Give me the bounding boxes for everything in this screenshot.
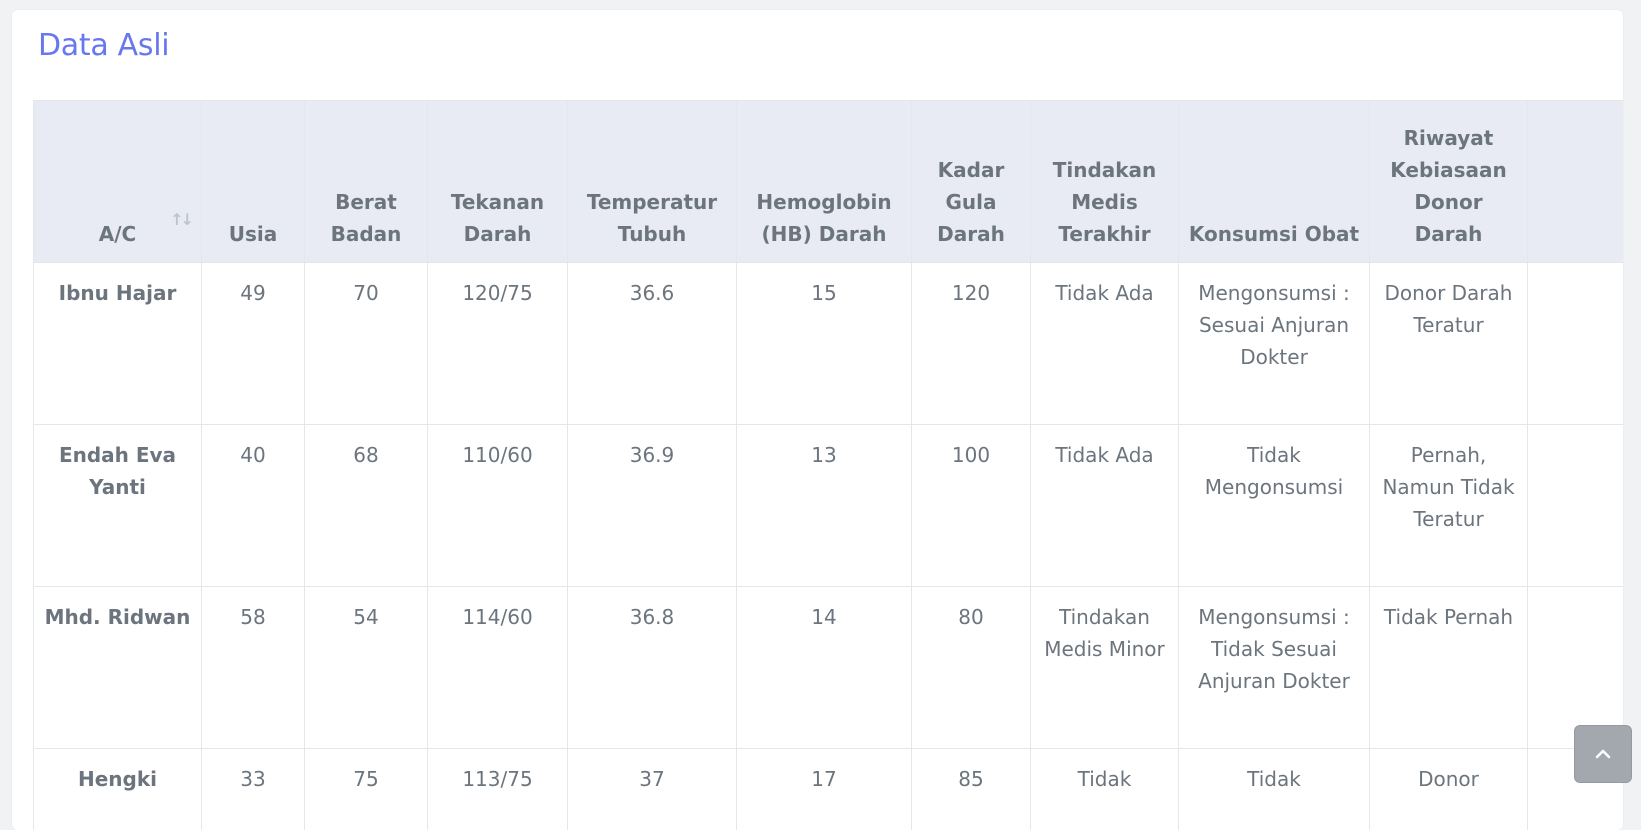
table-cell: 17 [737, 749, 912, 830]
table-cell: Tindakan Medis Minor [1031, 587, 1179, 749]
column-header-kadar-gula-darah[interactable]: Kadar Gula Darah [912, 101, 1031, 263]
column-header-usia[interactable]: Usia [202, 101, 305, 263]
table-cell: 13 [737, 425, 912, 587]
table-cell: Tidak Ada [1031, 263, 1179, 425]
column-header-hemoglobin[interactable]: Hemoglobin (HB) Darah [737, 101, 912, 263]
column-header-label: Tindakan Medis Terakhir [1053, 158, 1157, 246]
data-card: Data Asli A/C ↑↓ [12, 10, 1623, 830]
table-cell: 14 [737, 587, 912, 749]
table-cell: Endah Eva Yanti [34, 425, 202, 587]
table-cell: 114/60 [428, 587, 568, 749]
table-cell: 49 [202, 263, 305, 425]
scroll-to-top-button[interactable] [1574, 725, 1632, 783]
table-cell: 120 [912, 263, 1031, 425]
column-header-konsumsi-obat[interactable]: Konsumsi Obat [1179, 101, 1370, 263]
column-header-tindakan-medis[interactable]: Tindakan Medis Terakhir [1031, 101, 1179, 263]
table-cell: 75 [305, 749, 428, 830]
table-cell: Hengki [34, 749, 202, 830]
column-header-extra[interactable] [1528, 101, 1624, 263]
column-header-label: A/C [99, 222, 136, 246]
table-cell: Tidak Pernah [1370, 587, 1528, 749]
table-container[interactable]: A/C ↑↓ Usia Berat Badan Tekanan Darah Te… [33, 100, 1623, 830]
table-cell: Donor [1370, 749, 1528, 830]
column-header-ac[interactable]: A/C ↑↓ [34, 101, 202, 263]
table-cell: 36.6 [568, 263, 737, 425]
table-row: Mhd. Ridwan 58 54 114/60 36.8 14 80 Tind… [34, 587, 1624, 749]
table-cell: 33 [202, 749, 305, 830]
table-cell: 36.8 [568, 587, 737, 749]
column-header-label: Hemoglobin (HB) Darah [756, 190, 891, 246]
column-header-label: Usia [229, 222, 278, 246]
table-cell: 85 [912, 749, 1031, 830]
column-header-label: Konsumsi Obat [1189, 222, 1359, 246]
table-cell: 54 [305, 587, 428, 749]
column-header-tekanan-darah[interactable]: Tekanan Darah [428, 101, 568, 263]
sort-icon[interactable]: ↑↓ [170, 204, 191, 236]
column-header-label: Tekanan Darah [451, 190, 544, 246]
column-header-label: Riwayat Kebiasaan Donor Darah [1390, 126, 1507, 246]
table-cell: Tidak Mengonsumsi [1179, 425, 1370, 587]
column-header-label: Berat Badan [331, 190, 402, 246]
column-header-label: Temperatur Tubuh [587, 190, 717, 246]
card-title: Data Asli [38, 28, 169, 63]
table-cell: 68 [305, 425, 428, 587]
table-cell: Mengonsumsi : Sesuai Anjuran Dokter [1179, 263, 1370, 425]
table-cell: 70 [305, 263, 428, 425]
table-cell: 100 [912, 425, 1031, 587]
table-cell: Tidak [1031, 749, 1179, 830]
table-cell: Pernah, Namun Tidak Teratur [1370, 425, 1528, 587]
table-header-row: A/C ↑↓ Usia Berat Badan Tekanan Darah Te… [34, 101, 1624, 263]
column-header-berat-badan[interactable]: Berat Badan [305, 101, 428, 263]
column-header-temperatur-tubuh[interactable]: Temperatur Tubuh [568, 101, 737, 263]
table-row: Ibnu Hajar 49 70 120/75 36.6 15 120 Tida… [34, 263, 1624, 425]
table-cell: 113/75 [428, 749, 568, 830]
table-cell [1528, 263, 1624, 425]
table-cell: Tidak [1179, 749, 1370, 830]
table-cell: Ibnu Hajar [34, 263, 202, 425]
table-row: Hengki 33 75 113/75 37 17 85 Tidak Tidak… [34, 749, 1624, 830]
table-cell: 58 [202, 587, 305, 749]
table-cell: Tidak Ada [1031, 425, 1179, 587]
chevron-up-icon [1595, 749, 1611, 759]
table-cell: 36.9 [568, 425, 737, 587]
table-cell: Mhd. Ridwan [34, 587, 202, 749]
table-row: Endah Eva Yanti 40 68 110/60 36.9 13 100… [34, 425, 1624, 587]
table-cell [1528, 425, 1624, 587]
table-cell: 110/60 [428, 425, 568, 587]
table-cell: 80 [912, 587, 1031, 749]
table-cell: 15 [737, 263, 912, 425]
table-cell: 120/75 [428, 263, 568, 425]
data-table: A/C ↑↓ Usia Berat Badan Tekanan Darah Te… [33, 100, 1623, 830]
column-header-label: Kadar Gula Darah [937, 158, 1005, 246]
column-header-riwayat-donor[interactable]: Riwayat Kebiasaan Donor Darah [1370, 101, 1528, 263]
table-cell: Mengonsumsi : Tidak Sesuai Anjuran Dokte… [1179, 587, 1370, 749]
table-cell: 37 [568, 749, 737, 830]
table-cell: Donor Darah Teratur [1370, 263, 1528, 425]
table-cell: 40 [202, 425, 305, 587]
